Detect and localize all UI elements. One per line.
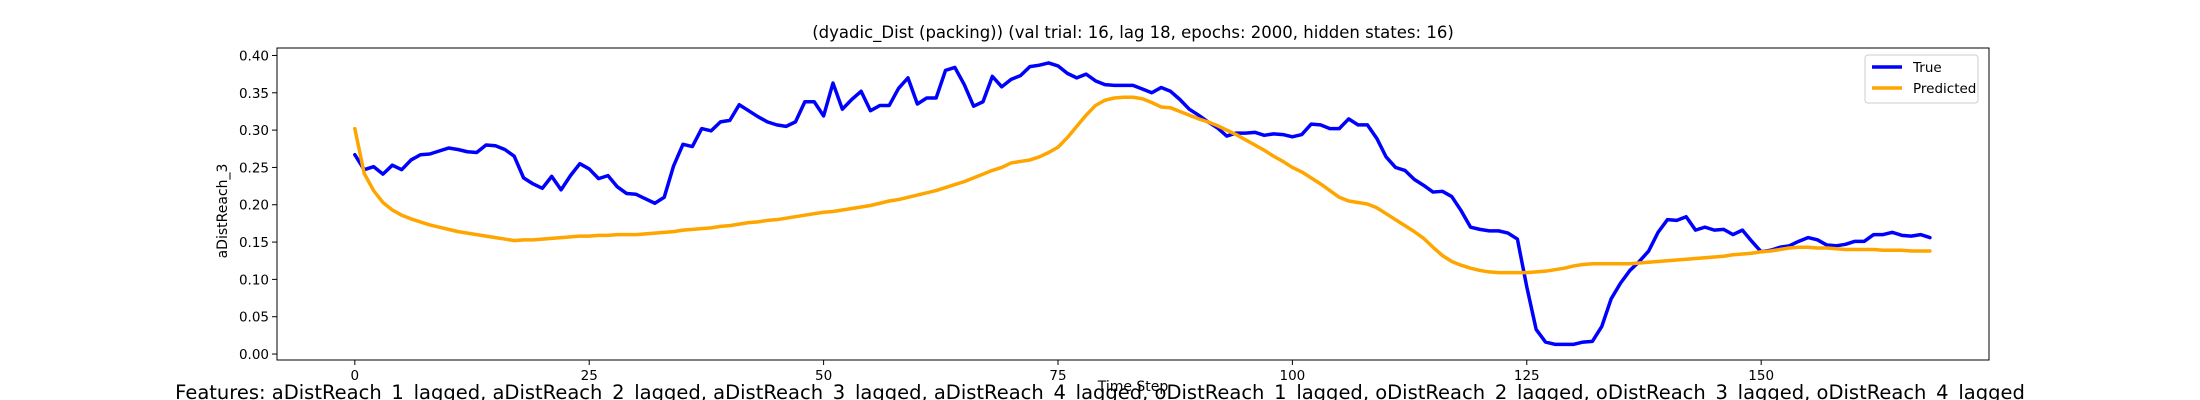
series-line-predicted	[353, 95, 1932, 275]
legend-true-label: True	[1912, 60, 1942, 76]
plot-area	[353, 61, 1932, 347]
x-tick-label: 50	[815, 368, 832, 384]
axes-frame	[276, 47, 1990, 361]
y-axis: 0.00 0.05 0.10 0.15 0.20 0.25 0.30 0.35 0.40	[239, 48, 277, 363]
features-caption: Features: aDistReach_1_lagged, aDistReac…	[175, 381, 2025, 400]
x-tick-label: 25	[581, 368, 598, 384]
x-tick-label: 125	[1514, 368, 1540, 384]
y-tick-label: 0.40	[239, 48, 269, 64]
legend: True Predicted	[1864, 54, 1979, 104]
legend-predicted-label: Predicted	[1913, 81, 1976, 97]
y-tick-label: 0.05	[239, 310, 269, 326]
x-tick-label: 150	[1748, 368, 1774, 384]
x-axis: 0 25 50 75 100 125 150	[351, 360, 1774, 384]
chart-title: (dyadic_Dist (packing)) (val trial: 16, …	[812, 23, 1454, 43]
y-axis-label: aDistReach_3	[215, 164, 231, 259]
y-tick-label: 0.15	[239, 235, 269, 251]
y-tick-label: 0.30	[239, 123, 269, 139]
series-line-true	[353, 61, 1932, 347]
x-tick-label: 100	[1279, 368, 1305, 384]
y-tick-label: 0.35	[239, 86, 269, 102]
y-tick-label: 0.20	[239, 198, 269, 214]
y-tick-label: 0.10	[239, 272, 269, 288]
y-tick-label: 0.25	[239, 160, 269, 176]
x-axis-label: Time Step	[1097, 379, 1169, 395]
x-tick-label: 0	[351, 368, 360, 384]
x-tick-label: 75	[1049, 368, 1066, 384]
y-tick-label: 0.00	[239, 347, 269, 363]
